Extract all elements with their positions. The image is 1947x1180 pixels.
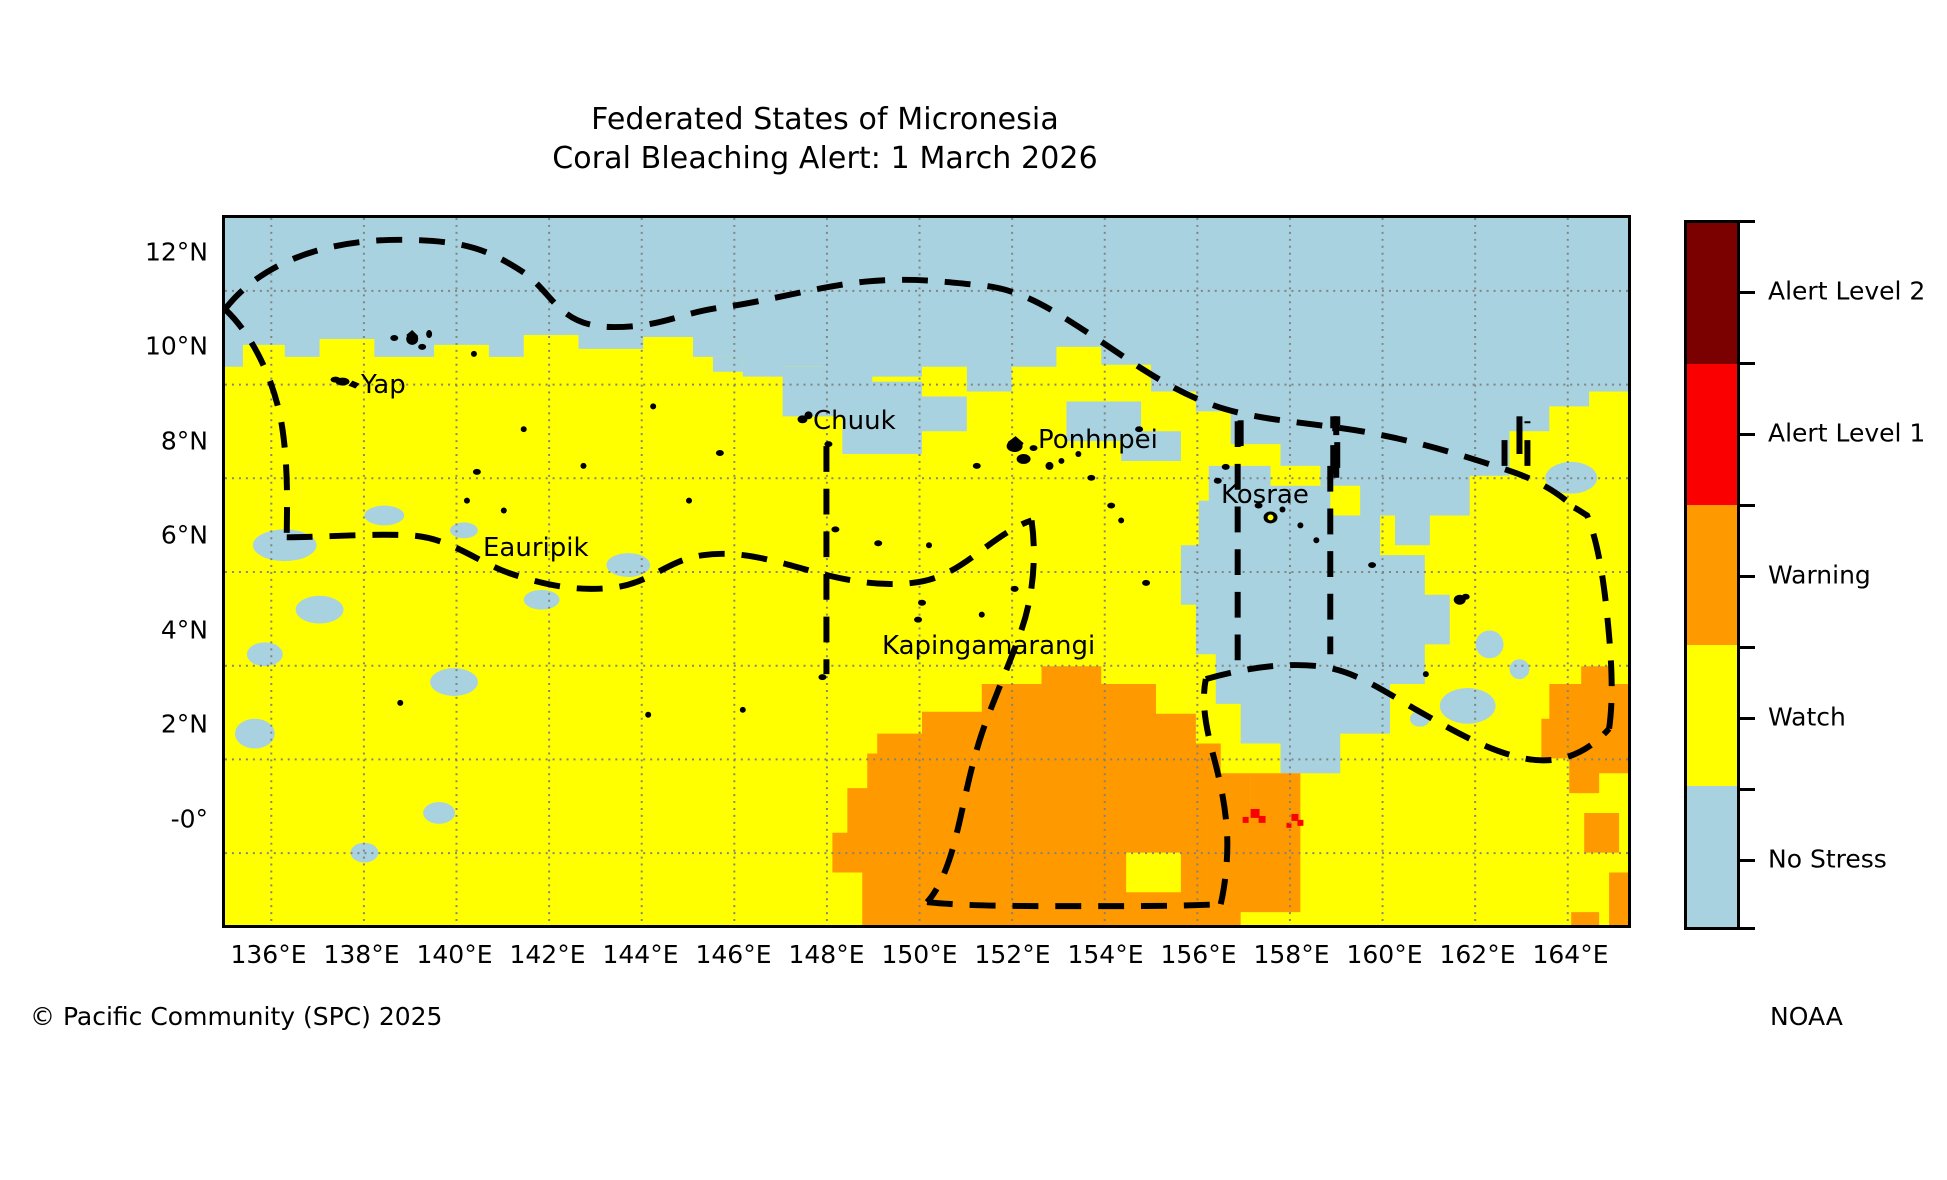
- y-tick-4n: 4°N: [160, 615, 208, 644]
- x-tick-138e: 138°E: [323, 940, 400, 969]
- x-tick-152e: 152°E: [974, 940, 1051, 969]
- data-source-credit: NOAA: [1770, 1002, 1843, 1031]
- legend-label-alert-level-1: Alert Level 1: [1768, 418, 1926, 448]
- y-tick-2n: 2°N: [160, 709, 208, 739]
- legend-tick-al1: [1740, 433, 1755, 436]
- x-tick-148e: 148°E: [788, 940, 865, 969]
- legend-tick-b3: [1740, 646, 1755, 649]
- legend-swatch-no-stress: [1687, 786, 1737, 927]
- legend-swatch-watch: [1687, 645, 1737, 787]
- x-axis-tick-labels: 136°E 138°E 140°E 142°E 144°E 146°E 148°…: [222, 940, 1631, 980]
- legend-label-alert-level-2: Alert Level 2: [1768, 276, 1926, 306]
- x-tick-162e: 162°E: [1439, 940, 1516, 969]
- legend-tick-b1: [1740, 362, 1755, 365]
- y-tick-6n: 6°N: [160, 520, 208, 550]
- legend-colorbar[interactable]: [1684, 220, 1740, 930]
- y-tick-8n: 8°N: [160, 426, 208, 455]
- map-plot-area[interactable]: Yap Eauripik Chuuk Ponhnpei Kosrae Kapin…: [222, 215, 1631, 928]
- legend-tick-watch: [1740, 717, 1755, 720]
- x-tick-164e: 164°E: [1532, 940, 1609, 969]
- title-line-1: Federated States of Micronesia: [591, 102, 1059, 137]
- legend-swatch-alert-level-2: [1687, 223, 1737, 364]
- legend-label-warning: Warning: [1768, 560, 1871, 590]
- legend-swatch-warning: [1687, 504, 1737, 646]
- title-line-2: Coral Bleaching Alert: 1 March 2026: [552, 141, 1098, 176]
- legend-tick-warning: [1740, 575, 1755, 578]
- legend-tick-al2: [1740, 291, 1755, 294]
- x-tick-154e: 154°E: [1067, 940, 1144, 969]
- x-tick-146e: 146°E: [695, 940, 772, 969]
- x-tick-144e: 144°E: [602, 940, 679, 969]
- x-tick-140e: 140°E: [416, 940, 493, 969]
- legend-tick-nostress: [1740, 859, 1755, 862]
- legend-tick-b4: [1740, 788, 1755, 791]
- y-axis-tick-labels: 12°N 10°N 8°N 6°N 4°N 2°N -0°: [100, 215, 208, 928]
- x-tick-156e: 156°E: [1160, 940, 1237, 969]
- coral-bleaching-raster: [225, 218, 1628, 925]
- legend-tick-bottom: [1740, 927, 1755, 930]
- legend-tick-b2: [1740, 504, 1755, 507]
- legend-swatch-alert-level-1: [1687, 363, 1737, 505]
- x-tick-142e: 142°E: [509, 940, 586, 969]
- legend-label-no-stress: No Stress: [1768, 844, 1887, 874]
- x-tick-136e: 136°E: [230, 940, 307, 969]
- y-tick-12n: 12°N: [144, 237, 208, 266]
- copyright-notice: © Pacific Community (SPC) 2025: [30, 1002, 443, 1031]
- legend-labels: Alert Level 2 Alert Level 1 Warning Watc…: [1768, 220, 1947, 930]
- legend-tick-marks: [1740, 220, 1760, 930]
- x-tick-158e: 158°E: [1253, 940, 1330, 969]
- legend-label-watch: Watch: [1768, 702, 1846, 732]
- legend-tick-top: [1740, 220, 1755, 223]
- y-tick-0: -0°: [170, 804, 208, 833]
- y-tick-10n: 10°N: [144, 331, 208, 361]
- x-tick-160e: 160°E: [1346, 940, 1423, 969]
- page-title: Federated States of Micronesia Coral Ble…: [0, 100, 1650, 178]
- x-tick-150e: 150°E: [881, 940, 958, 969]
